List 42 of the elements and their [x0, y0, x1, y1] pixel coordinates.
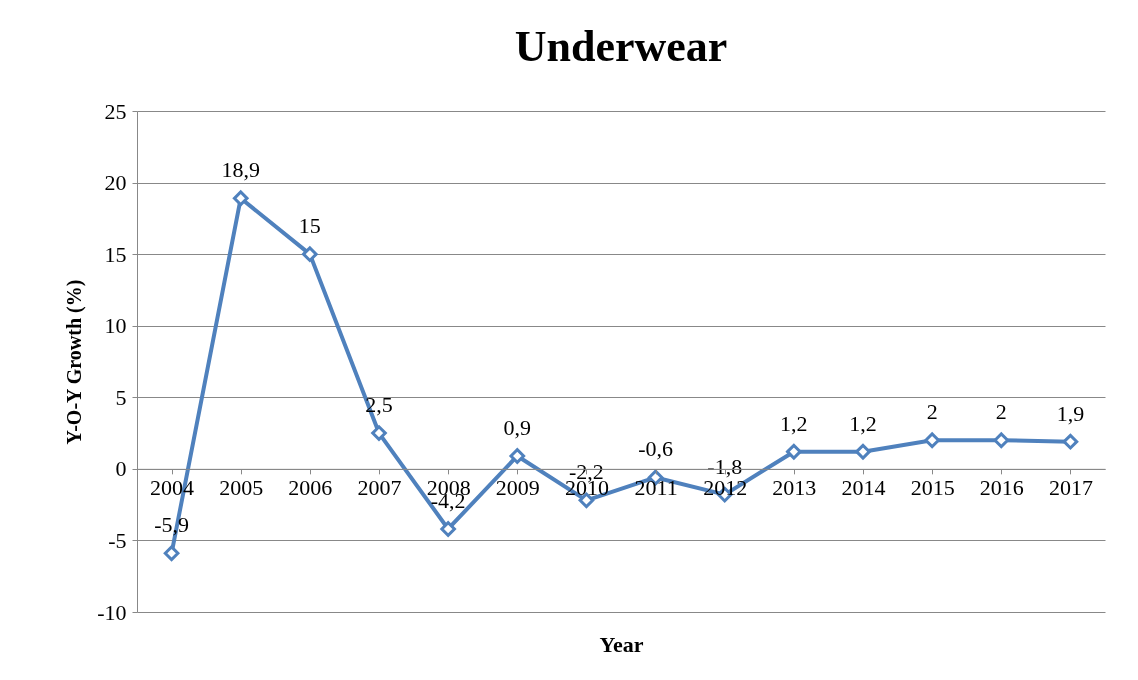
x-tick-label: 2005 [219, 475, 264, 501]
point [440, 521, 456, 537]
x-tick-label: 2011 [634, 475, 678, 501]
point [232, 190, 249, 207]
point [302, 246, 318, 262]
y-tick-label: 20 [104, 170, 127, 196]
y-tick-label: 25 [104, 98, 127, 124]
point [163, 545, 180, 562]
y-tick-label: 5 [115, 384, 127, 410]
data-label: 15 [298, 213, 321, 239]
y-tick-label: 10 [104, 313, 127, 339]
data-label: 2 [926, 399, 938, 425]
y-tick-label: -10 [97, 599, 127, 625]
y-tick-label: 0 [115, 456, 127, 482]
data-label: 1,2 [849, 410, 877, 436]
x-tick-label: 2006 [288, 475, 333, 501]
x-axis-title: Year [599, 631, 644, 657]
point [786, 443, 802, 460]
y-tick-label: 15 [104, 241, 127, 267]
point [924, 432, 940, 449]
x-tick-label: 2009 [495, 475, 540, 501]
chart-title: Underwear [514, 22, 728, 71]
point [509, 448, 526, 464]
x-tick-label: 2017 [1048, 475, 1093, 501]
data-label: 1,2 [780, 410, 808, 436]
data-label: 0,9 [503, 414, 532, 440]
data-label: -1,8 [707, 453, 743, 479]
x-tick-label: 2014 [841, 475, 886, 501]
point [993, 432, 1010, 449]
x-tick-label: 2016 [979, 475, 1024, 501]
x-tick-label: 2013 [772, 475, 817, 501]
data-label: 18,9 [221, 157, 260, 183]
point [855, 443, 871, 460]
y-axis-title: Y-O-Y Growth (%) [63, 279, 87, 445]
x-tick-label: 2015 [910, 475, 955, 501]
x-tick-label: 2007 [357, 475, 402, 501]
data-label: -0,6 [638, 436, 673, 462]
y-tick-label: -5 [108, 527, 127, 553]
point [371, 425, 387, 441]
point [1062, 433, 1079, 450]
data-label: 1,9 [1056, 400, 1085, 426]
data-label: 2 [995, 399, 1007, 425]
